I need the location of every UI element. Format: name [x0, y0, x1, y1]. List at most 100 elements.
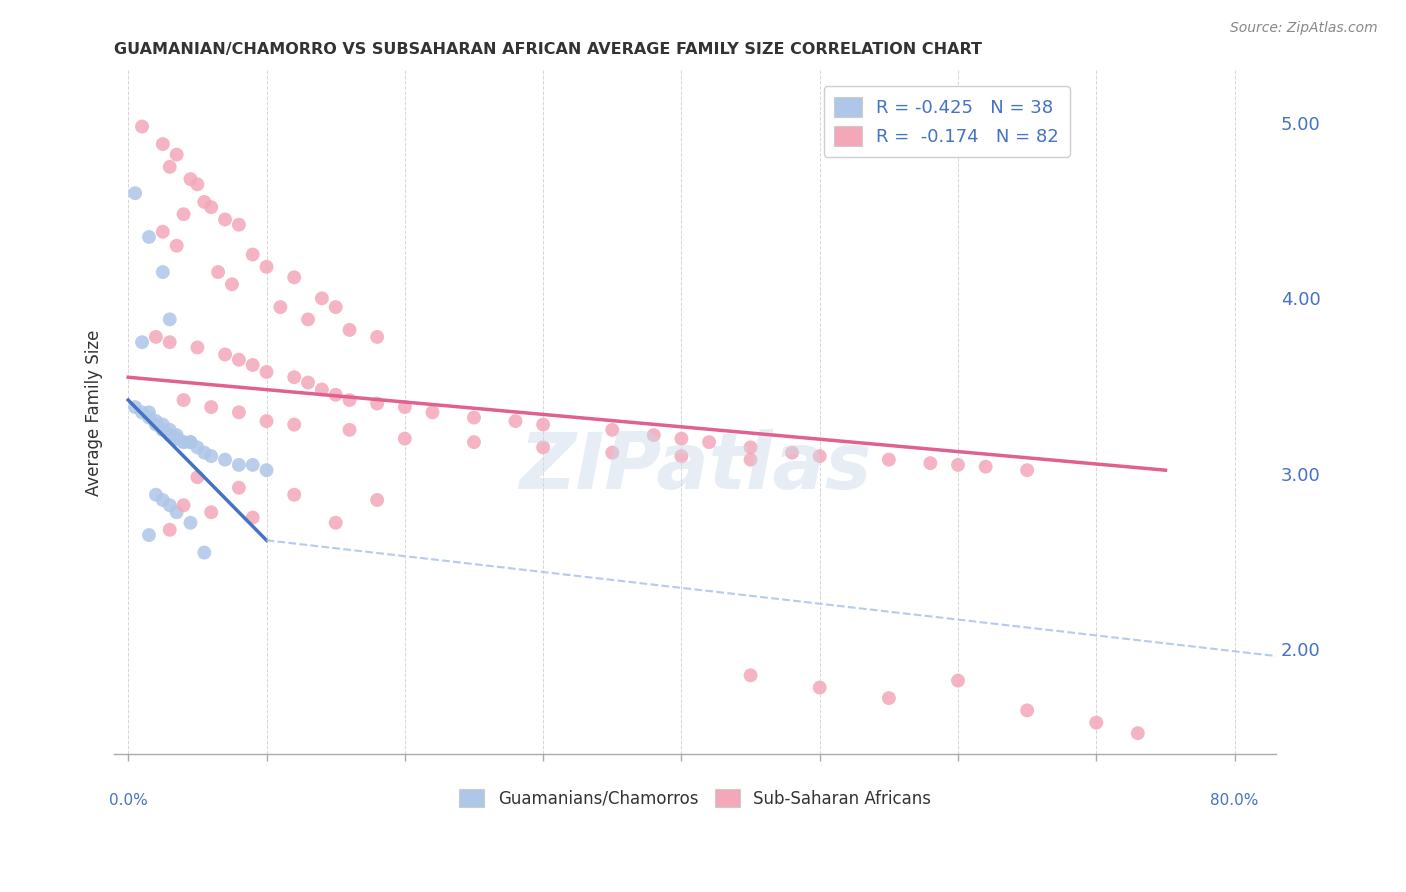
Point: [671, 432, 693, 446]
Point: [145, 330, 167, 344]
Point: [152, 225, 174, 239]
Point: [152, 265, 174, 279]
Point: [325, 300, 347, 314]
Point: [256, 260, 278, 274]
Point: [643, 428, 665, 442]
Point: [463, 435, 485, 450]
Point: [283, 370, 305, 384]
Point: [214, 347, 236, 361]
Point: [138, 405, 160, 419]
Point: [256, 414, 278, 428]
Point: [166, 239, 188, 253]
Point: [152, 493, 174, 508]
Point: [422, 405, 444, 419]
Point: [145, 488, 167, 502]
Y-axis label: Average Family Size: Average Family Size: [86, 329, 103, 495]
Point: [186, 341, 208, 355]
Point: [193, 194, 215, 209]
Text: 0.0%: 0.0%: [108, 793, 148, 808]
Point: [214, 212, 236, 227]
Point: [207, 265, 229, 279]
Point: [124, 186, 146, 201]
Point: [145, 414, 167, 428]
Point: [920, 456, 942, 470]
Point: [166, 432, 188, 446]
Point: [242, 458, 264, 472]
Point: [166, 432, 188, 446]
Point: [808, 449, 831, 463]
Point: [152, 137, 174, 152]
Point: [214, 452, 236, 467]
Point: [138, 528, 160, 542]
Point: [186, 441, 208, 455]
Point: [283, 270, 305, 285]
Point: [1017, 463, 1039, 477]
Point: [228, 218, 250, 232]
Point: [600, 423, 623, 437]
Point: [697, 435, 720, 450]
Point: [173, 392, 195, 407]
Text: 80.0%: 80.0%: [1211, 793, 1258, 808]
Point: [131, 335, 153, 350]
Point: [228, 481, 250, 495]
Point: [366, 330, 388, 344]
Point: [186, 178, 208, 192]
Point: [179, 516, 201, 530]
Point: [200, 200, 222, 214]
Point: [242, 358, 264, 372]
Text: GUAMANIAN/CHAMORRO VS SUBSAHARAN AFRICAN AVERAGE FAMILY SIZE CORRELATION CHART: GUAMANIAN/CHAMORRO VS SUBSAHARAN AFRICAN…: [114, 42, 983, 57]
Point: [200, 505, 222, 519]
Point: [256, 463, 278, 477]
Point: [339, 323, 361, 337]
Point: [152, 417, 174, 432]
Point: [242, 247, 264, 261]
Point: [173, 498, 195, 512]
Point: [179, 435, 201, 450]
Point: [311, 383, 333, 397]
Point: [228, 458, 250, 472]
Point: [166, 147, 188, 161]
Point: [159, 160, 181, 174]
Point: [200, 400, 222, 414]
Point: [159, 312, 181, 326]
Point: [974, 459, 997, 474]
Point: [325, 388, 347, 402]
Point: [159, 428, 181, 442]
Point: [946, 673, 969, 688]
Point: [808, 681, 831, 695]
Point: [394, 432, 416, 446]
Point: [531, 417, 554, 432]
Text: ZIPatlas: ZIPatlas: [519, 429, 872, 505]
Point: [179, 435, 201, 450]
Point: [740, 452, 762, 467]
Point: [366, 396, 388, 410]
Legend: Guamanians/Chamorros, Sub-Saharan Africans: Guamanians/Chamorros, Sub-Saharan Africa…: [453, 782, 938, 814]
Point: [152, 423, 174, 437]
Point: [173, 435, 195, 450]
Point: [1017, 703, 1039, 717]
Point: [221, 277, 243, 292]
Point: [159, 498, 181, 512]
Point: [166, 505, 188, 519]
Point: [505, 414, 527, 428]
Point: [394, 400, 416, 414]
Point: [138, 410, 160, 425]
Point: [228, 352, 250, 367]
Point: [138, 230, 160, 244]
Point: [193, 545, 215, 559]
Point: [256, 365, 278, 379]
Point: [366, 493, 388, 508]
Point: [173, 207, 195, 221]
Point: [297, 376, 319, 390]
Point: [339, 423, 361, 437]
Point: [740, 668, 762, 682]
Point: [193, 445, 215, 459]
Point: [463, 410, 485, 425]
Point: [269, 300, 291, 314]
Point: [531, 441, 554, 455]
Point: [311, 291, 333, 305]
Point: [159, 423, 181, 437]
Point: [228, 405, 250, 419]
Point: [297, 312, 319, 326]
Point: [131, 120, 153, 134]
